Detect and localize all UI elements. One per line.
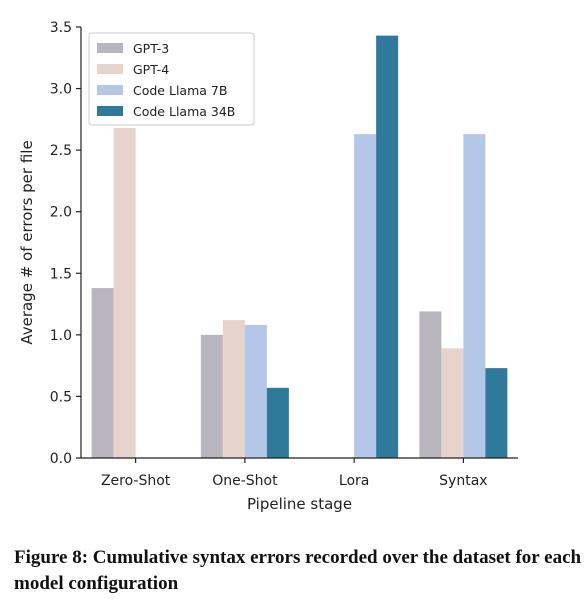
x-tick-label: Zero-Shot xyxy=(101,473,171,489)
x-axis-title: Pipeline stage xyxy=(247,495,352,513)
bar-one-shot-gpt-4 xyxy=(222,320,245,458)
bar-lora-code-llama-34b xyxy=(376,35,399,459)
legend-label: GPT-4 xyxy=(133,62,169,77)
bar-chart: 0.0 0.5 1.0 1.5 2.0 2.5 3.0 3.5 Zero-Shot One-Sh… xyxy=(18,20,518,513)
y-axis-ticks: 0.0 0.5 1.0 1.5 2.0 2.5 3.0 3.5 xyxy=(50,20,81,467)
legend-label: GPT-3 xyxy=(133,41,169,56)
bar-syntax-code-llama-34b xyxy=(485,368,508,458)
figure-caption: Figure 8: Cumulative syntax errors recor… xyxy=(14,547,582,594)
y-tick-label: 2.0 xyxy=(50,205,72,221)
y-tick-label: 3.5 xyxy=(50,20,72,36)
legend-swatch xyxy=(97,43,123,53)
y-tick-label: 0.0 xyxy=(50,451,72,467)
y-axis-title: Average # of errors per file xyxy=(18,140,36,344)
bar-syntax-gpt-4 xyxy=(441,348,464,458)
y-tick-label: 0.5 xyxy=(50,389,72,405)
legend-swatch xyxy=(97,106,123,116)
x-tick-label: Lora xyxy=(339,473,369,489)
legend-swatch xyxy=(97,64,123,74)
y-tick-label: 1.0 xyxy=(50,328,72,344)
legend-label: Code Llama 34B xyxy=(133,104,235,119)
bar-one-shot-gpt-3 xyxy=(200,334,223,458)
y-tick-label: 2.5 xyxy=(50,143,72,159)
x-tick-label: Syntax xyxy=(439,473,487,489)
y-tick-label: 3.0 xyxy=(50,82,72,98)
legend-swatch xyxy=(97,85,123,95)
bars-group xyxy=(91,35,508,459)
bar-zero-shot-gpt-4 xyxy=(113,127,136,458)
bar-one-shot-code-llama-7b xyxy=(244,325,267,458)
legend: GPT-3 GPT-4 Code Llama 7B Code Llama 34B xyxy=(88,32,255,126)
bar-syntax-gpt-3 xyxy=(419,311,442,458)
legend-frame xyxy=(88,32,255,126)
bar-lora-code-llama-7b xyxy=(354,134,377,459)
x-tick-label: One-Shot xyxy=(212,473,278,489)
bar-one-shot-code-llama-34b xyxy=(266,387,289,458)
bar-zero-shot-gpt-3 xyxy=(91,288,114,458)
legend-label: Code Llama 7B xyxy=(133,83,227,98)
y-tick-label: 1.5 xyxy=(50,266,72,282)
bar-syntax-code-llama-7b xyxy=(463,134,486,459)
x-axis-ticks: Zero-Shot One-Shot Lora Syntax xyxy=(101,458,488,489)
